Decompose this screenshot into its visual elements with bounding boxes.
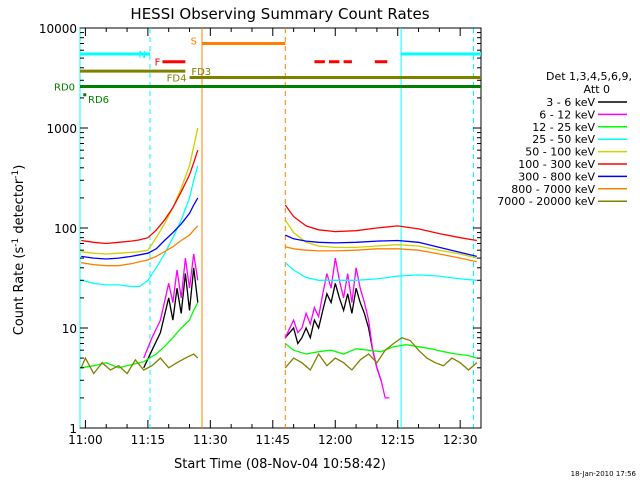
series-line: [81, 149, 199, 245]
y-tick-label: 1000: [46, 122, 77, 136]
legend-subtitle: Att 0: [584, 83, 610, 96]
series-line: [80, 353, 199, 375]
x-tick-label: 11:45: [255, 433, 290, 447]
y-tick-label: 10: [62, 322, 77, 336]
series-line: [143, 253, 199, 359]
series-line: [284, 336, 478, 372]
y-tick-label: 10000: [39, 22, 77, 36]
series-lines: [80, 127, 478, 399]
flag-label-fd4: FD4: [167, 73, 187, 84]
legend-title: Det 1,3,4,5,6,9,: [546, 70, 632, 83]
legend-label: 6 - 12 keV: [539, 108, 595, 121]
series-line: [285, 234, 477, 258]
legend-label: 100 - 300 keV: [518, 158, 595, 171]
series-line: [81, 127, 199, 255]
series-line: [284, 262, 477, 281]
flag-label-fd3: FD3: [191, 67, 211, 78]
series-line: [284, 219, 477, 259]
vertical-marker-lines: [79, 28, 475, 428]
footer-date: 18-Jan-2010 17:56: [571, 470, 637, 478]
series-line: [81, 165, 199, 288]
legend-label: 800 - 7000 keV: [511, 183, 595, 196]
series-line: [284, 283, 382, 381]
legend-label: 50 - 100 keV: [525, 146, 595, 159]
y-tick-label: 100: [54, 222, 77, 236]
series-line: [81, 302, 199, 369]
y-tick-label: 1: [69, 422, 77, 436]
chart-title: HESSI Observing Summary Count Rates: [130, 5, 429, 23]
x-tick-label: 12:15: [380, 433, 415, 447]
series-line: [143, 267, 199, 369]
flag-label-rd6: RD6: [88, 95, 109, 106]
series-line: [284, 204, 477, 242]
legend-label: 25 - 50 keV: [532, 133, 595, 146]
flag-label-f: F: [155, 58, 161, 69]
x-tick-label: 12:00: [318, 433, 353, 447]
legend-label: 3 - 6 keV: [546, 96, 595, 109]
legend-label: 300 - 800 keV: [518, 170, 595, 183]
x-axis-label: Start Time (08-Nov-04 10:58:42): [174, 457, 386, 472]
x-tick-label: 11:30: [193, 433, 228, 447]
flag-labels: N S F FD3 FD4 RD0 RD6: [54, 36, 211, 105]
legend-label: 7000 - 20000 keV: [497, 195, 595, 208]
axes: 11:00 11:15 11:30 11:45 12:00 12:15 12:30 1 10 10…: [39, 22, 481, 447]
x-tick-label: 11:00: [68, 433, 103, 447]
series-line: [81, 225, 199, 267]
flag-label-n: N: [138, 50, 145, 61]
x-tick-label: 12:30: [443, 433, 478, 447]
legend-label: 12 - 25 keV: [532, 121, 595, 134]
series-line: [81, 197, 199, 260]
series-line: [285, 246, 477, 263]
x-tick-label: 11:15: [131, 433, 166, 447]
flag-label-rd0: RD0: [54, 83, 75, 94]
y-axis-label: Count Rate (s-1 detector-1): [11, 165, 27, 336]
flag-label-s: S: [191, 36, 197, 47]
series-line: [284, 342, 477, 359]
flag-bars: [80, 41, 481, 97]
